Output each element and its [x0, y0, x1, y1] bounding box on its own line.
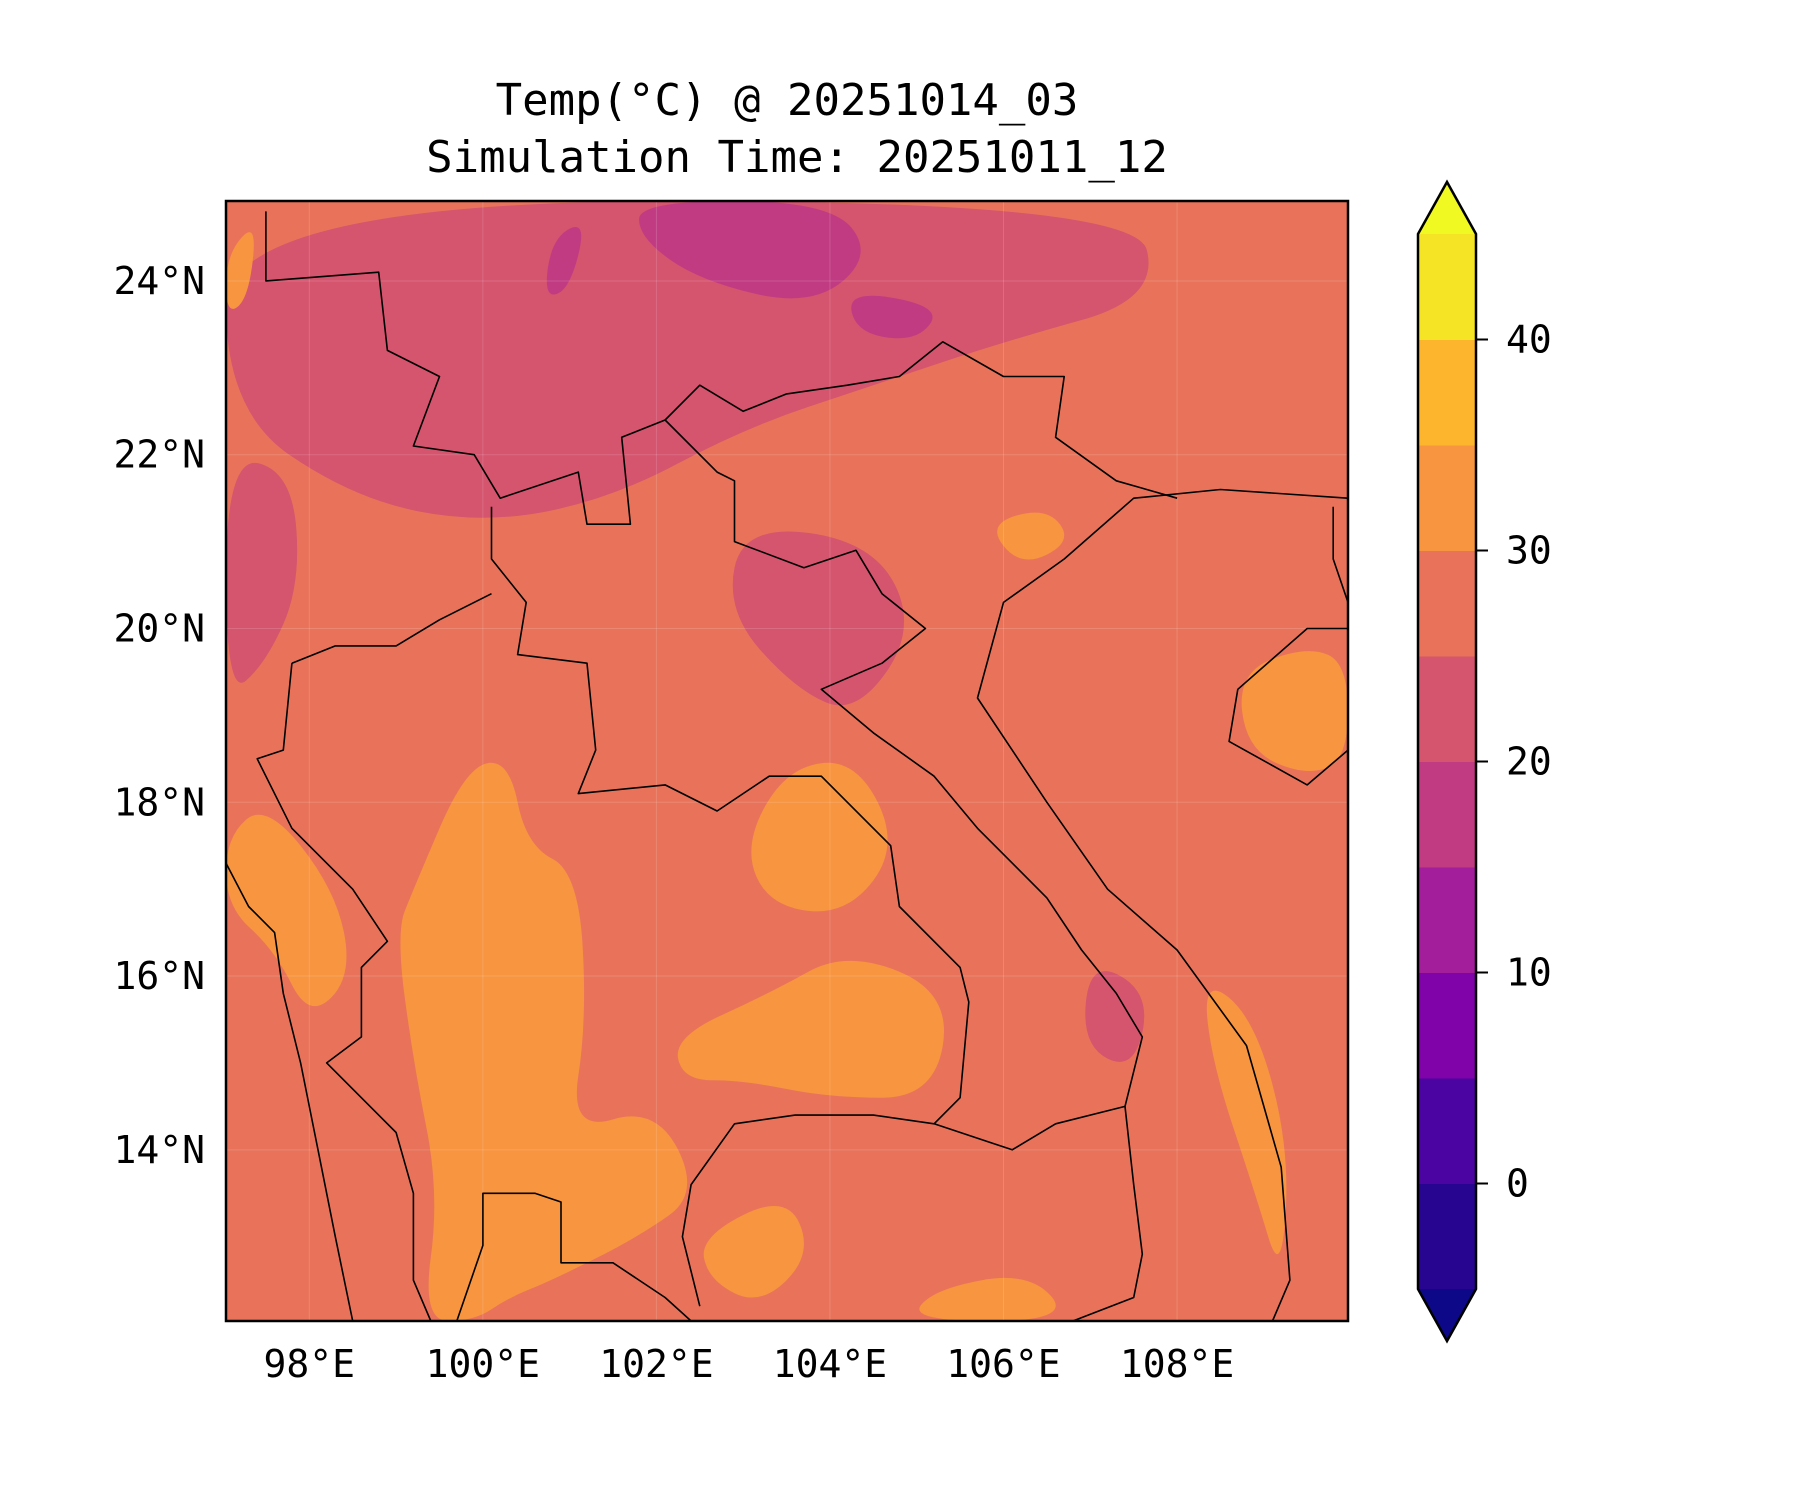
contour-region — [919, 1277, 1056, 1321]
y-tick-label: 18°N — [113, 780, 205, 824]
contour-region — [226, 814, 347, 1007]
colorbar-segment — [1418, 1078, 1476, 1184]
border-line — [1332, 506, 1348, 603]
y-tick-label: 22°N — [113, 433, 205, 477]
contour-region — [851, 295, 933, 339]
y-tick-label: 20°N — [113, 606, 205, 650]
contour-region — [546, 227, 582, 295]
y-tick-label: 24°N — [113, 259, 205, 303]
border-line — [664, 419, 1144, 1321]
colorbar-segment — [1418, 1183, 1476, 1290]
contour-region — [226, 462, 298, 683]
contour-region — [997, 512, 1065, 560]
colorbar-segment — [1418, 761, 1476, 868]
colorbar-segment — [1418, 550, 1476, 657]
colorbar-ticks: 0 10 20 30 40 — [1476, 318, 1552, 1206]
border-line — [291, 592, 492, 664]
colorbar-outline — [1416, 179, 1478, 1344]
border-line — [681, 1114, 935, 1307]
y-tick-label: 16°N — [113, 954, 205, 998]
border-line — [490, 506, 1126, 1151]
border-line — [256, 663, 432, 1321]
x-tick-label: 102°E — [599, 1342, 713, 1386]
contour-region — [677, 960, 945, 1098]
x-tick-label: 108°E — [1120, 1342, 1234, 1386]
border-line — [976, 488, 1348, 1321]
colorbar-under-extension — [1418, 1289, 1476, 1341]
map-frame — [224, 199, 1350, 1323]
border-line — [226, 862, 354, 1321]
contour-region — [1085, 971, 1145, 1062]
chart-subtitle: Simulation Time: 20251011_12 — [426, 132, 1168, 183]
map-plot-area — [224, 199, 1350, 1323]
colorbar-segment — [1418, 972, 1476, 1079]
x-tick-label: 106°E — [946, 1342, 1060, 1386]
colorbar-tick-label: 40 — [1506, 318, 1552, 362]
contour-region — [1206, 990, 1287, 1255]
colorbar-tick-label: 10 — [1506, 951, 1552, 995]
chart-title: Temp(°C) @ 20251014_03 — [496, 75, 1079, 126]
colorbar-segment — [1418, 656, 1476, 762]
colorbar-over-extension — [1418, 182, 1476, 234]
contour-region — [226, 232, 254, 309]
y-tick-label: 14°N — [113, 1128, 205, 1172]
colorbar-segment — [1418, 339, 1476, 446]
x-tick-label: 104°E — [773, 1342, 887, 1386]
country-borders — [226, 211, 1348, 1321]
contour-region — [751, 762, 888, 912]
contour-region — [400, 762, 688, 1321]
colorbar-segment — [1418, 867, 1476, 973]
x-tick-label: 98°E — [264, 1342, 356, 1386]
colorbar-segment — [1418, 234, 1476, 340]
x-axis: 98°E 100°E 102°E 104°E 106°E 108°E — [264, 1342, 1235, 1386]
x-tick-label: 100°E — [426, 1342, 540, 1386]
contour-region — [732, 531, 905, 706]
contour-region — [639, 201, 861, 299]
contour-region — [1241, 651, 1348, 771]
contour-region — [703, 1205, 804, 1298]
colorbar-tick-label: 0 — [1506, 1162, 1529, 1206]
temperature-contours — [226, 201, 1348, 1321]
colorbar-segment — [1418, 445, 1476, 551]
border-line — [265, 211, 1178, 525]
colorbar-tick-label: 30 — [1506, 529, 1552, 573]
gridlines — [226, 201, 1348, 1321]
border-line — [456, 1192, 692, 1321]
y-axis: 24°N 22°N 20°N 18°N 16°N 14°N — [113, 259, 205, 1172]
colorbar-tick-label: 20 — [1506, 740, 1552, 784]
colorbar — [1416, 179, 1478, 1344]
contour-region — [226, 201, 1149, 518]
border-line — [1228, 627, 1348, 786]
